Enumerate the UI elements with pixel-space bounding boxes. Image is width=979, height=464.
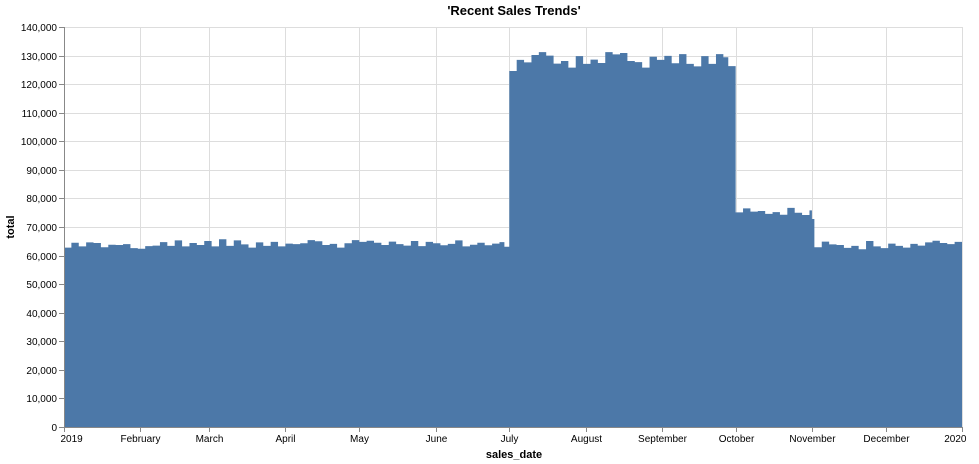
sales-area-series	[64, 52, 962, 427]
x-tick-label: June	[426, 434, 448, 445]
y-tick-label: 130,000	[21, 52, 58, 63]
chart-title: 'Recent Sales Trends'	[447, 3, 580, 18]
x-tick-label: July	[501, 434, 519, 445]
y-tick-label: 40,000	[26, 309, 57, 320]
y-tick-label: 140,000	[21, 23, 58, 34]
y-tick-label: 0	[51, 423, 57, 434]
x-tick-label: September	[638, 434, 688, 445]
x-tick-label: November	[789, 434, 836, 445]
x-tick-label: March	[196, 434, 224, 445]
x-tick-label: February	[120, 434, 160, 445]
x-tick-label: 2020	[944, 434, 967, 445]
y-tick-label: 60,000	[26, 252, 57, 263]
y-tick-label: 50,000	[26, 280, 57, 291]
y-tick-label: 20,000	[26, 366, 57, 377]
y-axis-label: total	[5, 215, 17, 238]
y-tick-label: 90,000	[26, 166, 57, 177]
x-axis-label: sales_date	[486, 449, 542, 461]
x-tick-label: April	[275, 434, 295, 445]
x-tick-label: December	[863, 434, 910, 445]
axis-layer: 0 10,000 20,000 30,000 40,000 50,000 60,000 70,…	[21, 23, 967, 445]
y-tick-label: 80,000	[26, 194, 57, 205]
y-tick-label: 70,000	[26, 223, 57, 234]
y-tick-label: 100,000	[21, 137, 58, 148]
y-tick-label: 30,000	[26, 337, 57, 348]
area-layer	[64, 52, 962, 427]
x-tick-label: October	[719, 434, 755, 445]
y-tick-label: 110,000	[22, 109, 58, 120]
x-tick-label: May	[350, 434, 369, 445]
x-tick-label: 2019	[61, 434, 84, 445]
y-tick-label: 120,000	[21, 80, 58, 91]
y-tick-label: 10,000	[26, 394, 57, 405]
x-tick-label: August	[571, 434, 602, 445]
